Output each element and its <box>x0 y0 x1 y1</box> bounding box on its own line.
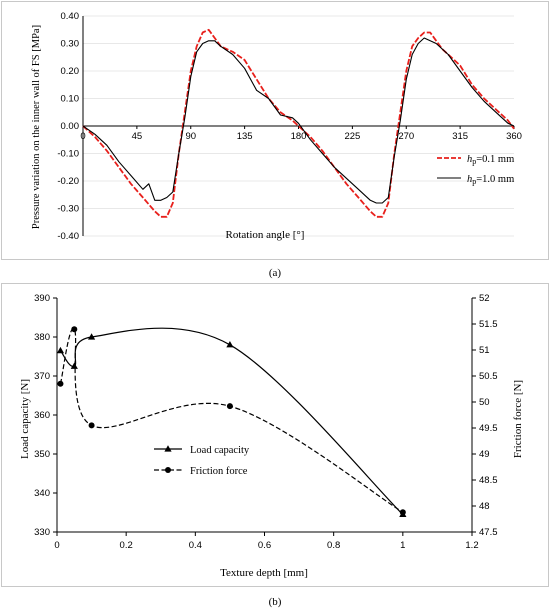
chart-b-xtick-label: 0.4 <box>189 540 202 551</box>
chart-b-axes <box>53 297 476 536</box>
chart-b-caption: (b) <box>269 596 282 608</box>
chart-b-ytick-label-right: 47.5 <box>479 527 498 538</box>
chart-a: -0.40 -0.30 -0.20 -0.10 0.00 0.10 0.20 0.30 0.40… <box>1 1 549 260</box>
chart-a-ytick-label: 0.00 <box>61 121 80 132</box>
chart-a-frame <box>1 1 549 260</box>
chart-b-ytick-label-left: 330 <box>34 527 50 538</box>
chart-b-point-circle <box>88 422 95 429</box>
chart-b-legend-label: Friction force <box>190 466 248 477</box>
chart-a-xtick-label: 0 <box>80 131 85 142</box>
chart-b-ytick-label-left: 380 <box>34 332 50 343</box>
chart-a-legend-label: hp=0.1 mm <box>467 154 514 166</box>
chart-b-xtick-label: 1.2 <box>465 540 478 551</box>
chart-a-xtick-label: 180 <box>291 131 307 142</box>
chart-b-ytick-label-right: 52 <box>479 293 490 304</box>
chart-b-xtick-label: 0.2 <box>120 540 133 551</box>
chart-b-legend-marker <box>165 467 171 473</box>
chart-b-ylabel-left: Load capacity [N] <box>19 379 31 459</box>
chart-b-tick-labels: 0 0.2 0.4 0.6 0.8 1 1.2 330 340 350 360 370 380 390 47… <box>34 293 497 551</box>
chart-b-ytick-label-left: 370 <box>34 371 50 382</box>
chart-b-ytick-label-right: 50 <box>479 397 490 408</box>
chart-b-point-circle <box>57 380 64 387</box>
chart-a-xlabel: Rotation angle [°] <box>226 229 305 241</box>
chart-b-legend-label: Load capacity <box>190 445 250 456</box>
chart-a-ytick-label: 0.30 <box>61 39 80 50</box>
chart-b-ytick-label-left: 390 <box>34 293 50 304</box>
chart-a-caption: (a) <box>269 267 282 279</box>
chart-a-legend-label: hp=1.0 mm <box>467 174 514 186</box>
chart-b-point-triangle <box>56 346 65 354</box>
chart-b-xtick-label: 1 <box>400 540 405 551</box>
chart-a-series-line-2 <box>82 37 515 204</box>
chart-b-point-triangle <box>70 362 78 369</box>
chart-a-ytick-label: -0.40 <box>57 231 79 242</box>
chart-b-point-triangle <box>226 341 234 348</box>
chart-a-ytick-label: 0.20 <box>61 66 80 77</box>
chart-b-ytick-label-left: 360 <box>34 410 50 421</box>
chart-a-series-line-1 <box>82 28 515 218</box>
chart-b-xtick-label: 0 <box>54 540 59 551</box>
chart-a-xtick-label: 135 <box>237 131 253 142</box>
chart-b-ytick-label-right: 51.5 <box>479 319 498 330</box>
chart-a-tick-labels: -0.40 -0.30 -0.20 -0.10 0.00 0.10 0.20 0.30 0.40… <box>57 11 522 242</box>
chart-a-ylabel: Pressure variation on the inner wall of … <box>31 25 42 229</box>
chart-a-xtick-label: 360 <box>506 131 522 142</box>
chart-b-legend-marker <box>164 445 172 452</box>
chart-b-xtick-label: 0.6 <box>258 540 271 551</box>
chart-a-ytick-label: -0.30 <box>57 204 79 215</box>
chart-b-frame <box>1 283 549 587</box>
chart-a-xtick-label: 225 <box>344 131 360 142</box>
chart-b-ytick-label-right: 49 <box>479 449 490 460</box>
chart-b-ytick-label-left: 350 <box>34 449 50 460</box>
chart-a-xtick-label: 90 <box>185 131 196 142</box>
chart-b-point-circle <box>226 403 233 410</box>
chart-b: 0 0.2 0.4 0.6 0.8 1 1.2 330 340 350 360 370 380 390 47… <box>1 283 549 587</box>
chart-b-xlabel: Texture depth [mm] <box>220 567 308 579</box>
chart-b-series-line-2 <box>59 328 404 513</box>
chart-b-ytick-label-right: 48 <box>479 501 490 512</box>
chart-b-ylabel-right: Friction force [N] <box>512 380 524 458</box>
chart-b-legend: Load capacity Friction force <box>154 445 250 477</box>
chart-b-ytick-label-left: 340 <box>34 488 50 499</box>
chart-b-ytick-label-right: 48.5 <box>479 475 498 486</box>
chart-a-ytick-label: 0.10 <box>61 94 80 105</box>
chart-a-ytick-label: -0.20 <box>57 176 79 187</box>
chart-b-ytick-label-right: 51 <box>479 345 490 356</box>
chart-a-legend: hp=0.1 mm hp=1.0 mm <box>437 154 514 186</box>
chart-a-xtick-label: 45 <box>132 131 143 142</box>
chart-a-ytick-label: -0.10 <box>57 149 79 160</box>
chart-b-xtick-label: 0.8 <box>327 540 340 551</box>
chart-b-ytick-label-right: 49.5 <box>479 423 498 434</box>
chart-b-series <box>56 326 407 518</box>
chart-a-series <box>82 28 515 218</box>
chart-b-point-circle <box>399 509 406 516</box>
chart-b-series-line-1 <box>60 327 404 515</box>
chart-b-point-triangle <box>87 333 96 340</box>
chart-b-point-circle <box>71 326 78 333</box>
chart-a-xtick-label: 315 <box>452 131 468 142</box>
chart-a-ytick-label: 0.40 <box>61 11 80 22</box>
chart-b-ytick-label-right: 50.5 <box>479 371 498 382</box>
chart-a-xtick-label: 270 <box>398 131 414 142</box>
